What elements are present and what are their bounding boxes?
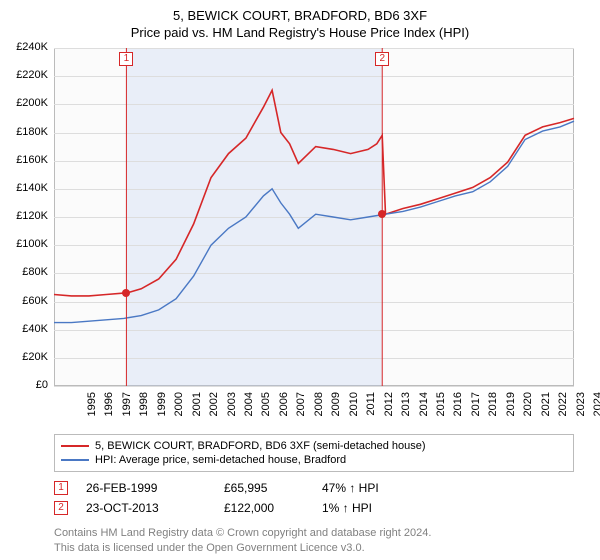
x-tick-label: 2010 bbox=[348, 392, 360, 426]
x-tick-label: 2019 bbox=[505, 392, 517, 426]
legend: 5, BEWICK COURT, BRADFORD, BD6 3XF (semi… bbox=[54, 434, 574, 472]
licence-line1: Contains HM Land Registry data © Crown c… bbox=[54, 526, 588, 541]
line-layer bbox=[12, 48, 576, 388]
chart-container: 5, BEWICK COURT, BRADFORD, BD6 3XF Price… bbox=[0, 0, 600, 560]
transaction-row: 2 23-OCT-2013 £122,000 1% ↑ HPI bbox=[54, 498, 588, 518]
transaction-date: 23-OCT-2013 bbox=[86, 501, 206, 515]
x-tick-label: 2020 bbox=[522, 392, 534, 426]
x-tick-label: 1996 bbox=[103, 392, 115, 426]
legend-swatch bbox=[61, 459, 89, 461]
transaction-marker: 2 bbox=[54, 501, 68, 515]
x-tick-label: 2004 bbox=[243, 392, 255, 426]
x-tick-label: 2022 bbox=[557, 392, 569, 426]
x-tick-label: 1995 bbox=[86, 392, 98, 426]
transaction-pct: 47% ↑ HPI bbox=[322, 481, 402, 495]
x-tick-label: 2007 bbox=[295, 392, 307, 426]
x-tick-label: 2012 bbox=[383, 392, 395, 426]
x-tick-label: 1998 bbox=[138, 392, 150, 426]
marker-box: 1 bbox=[119, 52, 133, 66]
chart-title: 5, BEWICK COURT, BRADFORD, BD6 3XF bbox=[12, 8, 588, 23]
x-tick-label: 2013 bbox=[400, 392, 412, 426]
transaction-row: 1 26-FEB-1999 £65,995 47% ↑ HPI bbox=[54, 478, 588, 498]
x-tick-label: 2008 bbox=[313, 392, 325, 426]
marker-dot bbox=[378, 210, 386, 218]
legend-label: 5, BEWICK COURT, BRADFORD, BD6 3XF (semi… bbox=[95, 440, 426, 452]
x-tick-label: 2009 bbox=[330, 392, 342, 426]
chart-area: £0£20K£40K£60K£80K£100K£120K£140K£160K£1… bbox=[12, 48, 588, 428]
transaction-pct: 1% ↑ HPI bbox=[322, 501, 402, 515]
x-tick-label: 1999 bbox=[156, 392, 168, 426]
legend-label: HPI: Average price, semi-detached house,… bbox=[95, 454, 346, 466]
licence-text: Contains HM Land Registry data © Crown c… bbox=[54, 526, 588, 556]
x-tick-label: 2024 bbox=[592, 392, 600, 426]
x-tick-label: 2005 bbox=[260, 392, 272, 426]
x-tick-label: 2003 bbox=[226, 392, 238, 426]
x-tick-label: 2016 bbox=[452, 392, 464, 426]
x-tick-label: 2000 bbox=[173, 392, 185, 426]
marker-dot bbox=[122, 289, 130, 297]
x-tick-label: 2021 bbox=[540, 392, 552, 426]
transaction-rows: 1 26-FEB-1999 £65,995 47% ↑ HPI 2 23-OCT-2013… bbox=[54, 478, 588, 518]
x-tick-label: 1997 bbox=[121, 392, 133, 426]
transaction-price: £122,000 bbox=[224, 501, 304, 515]
x-tick-label: 2018 bbox=[487, 392, 499, 426]
x-tick-label: 2015 bbox=[435, 392, 447, 426]
x-tick-label: 2006 bbox=[278, 392, 290, 426]
x-tick-label: 2023 bbox=[575, 392, 587, 426]
x-tick-label: 2011 bbox=[365, 392, 377, 426]
chart-subtitle: Price paid vs. HM Land Registry's House … bbox=[12, 25, 588, 40]
series-line-1 bbox=[54, 121, 574, 322]
legend-item: HPI: Average price, semi-detached house,… bbox=[61, 453, 567, 467]
transaction-marker: 1 bbox=[54, 481, 68, 495]
x-tick-label: 2014 bbox=[418, 392, 430, 426]
licence-line2: This data is licensed under the Open Gov… bbox=[54, 541, 588, 556]
x-tick-label: 2001 bbox=[191, 392, 203, 426]
marker-box: 2 bbox=[375, 52, 389, 66]
transaction-date: 26-FEB-1999 bbox=[86, 481, 206, 495]
transaction-price: £65,995 bbox=[224, 481, 304, 495]
legend-swatch bbox=[61, 445, 89, 447]
legend-item: 5, BEWICK COURT, BRADFORD, BD6 3XF (semi… bbox=[61, 439, 567, 453]
x-tick-label: 2002 bbox=[208, 392, 220, 426]
x-tick-label: 2017 bbox=[470, 392, 482, 426]
series-line-0 bbox=[54, 90, 574, 296]
